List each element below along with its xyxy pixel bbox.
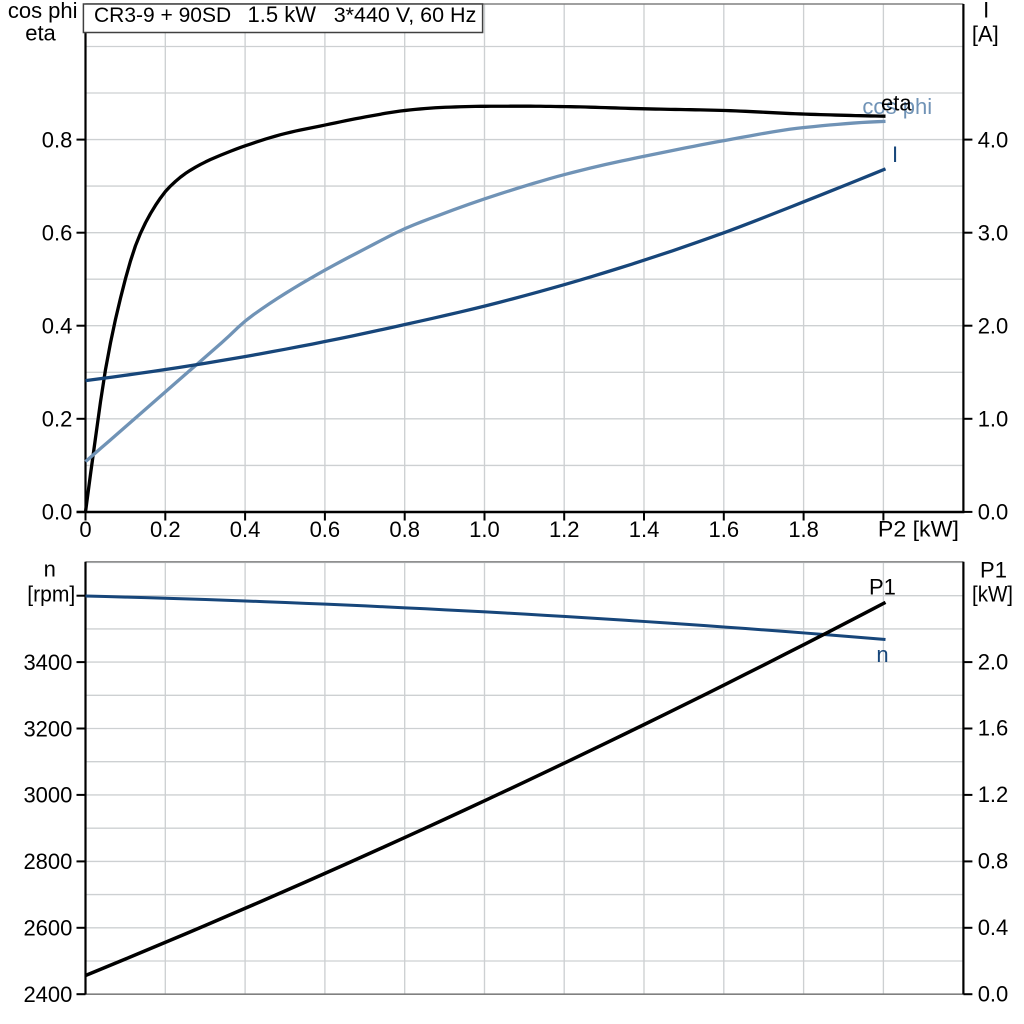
svg-text:1.4: 1.4 [629,517,660,542]
svg-text:3000: 3000 [23,783,72,808]
svg-text:1.0: 1.0 [978,407,1009,432]
svg-text:4.0: 4.0 [978,127,1009,152]
svg-text:3400: 3400 [23,650,72,675]
svg-text:P1: P1 [869,575,896,600]
svg-text:[A]: [A] [972,21,999,46]
svg-text:3.0: 3.0 [978,220,1009,245]
svg-text:1.5 kW: 1.5 kW [248,2,317,27]
svg-text:1.2: 1.2 [549,517,580,542]
svg-text:0: 0 [79,517,91,542]
svg-text:0.2: 0.2 [42,407,73,432]
svg-text:3200: 3200 [23,716,72,741]
svg-text:cos phi: cos phi [862,94,932,119]
svg-text:2600: 2600 [23,916,72,941]
svg-text:2.0: 2.0 [978,649,1009,674]
svg-text:I: I [983,0,989,23]
svg-text:0.0: 0.0 [978,500,1009,525]
svg-text:0.6: 0.6 [42,220,73,245]
svg-text:2800: 2800 [23,849,72,874]
svg-text:[rpm]: [rpm] [27,582,75,607]
svg-text:2.0: 2.0 [978,313,1009,338]
svg-text:n: n [44,557,56,582]
svg-text:0.0: 0.0 [978,981,1009,1006]
svg-text:1.6: 1.6 [709,517,740,542]
svg-text:1.2: 1.2 [978,782,1009,807]
svg-text:2400: 2400 [23,982,72,1007]
svg-text:0.4: 0.4 [42,313,73,338]
svg-text:CR3-9 + 90SD: CR3-9 + 90SD [94,4,231,27]
svg-text:I: I [892,142,898,167]
svg-text:3*440 V, 60 Hz: 3*440 V, 60 Hz [334,3,477,27]
svg-text:P1: P1 [980,558,1007,583]
svg-text:0.8: 0.8 [42,127,73,152]
svg-text:0.2: 0.2 [150,517,181,542]
svg-text:0.6: 0.6 [310,517,341,542]
svg-text:eta: eta [25,21,56,46]
svg-text:[kW]: [kW] [972,582,1013,607]
svg-text:0.4: 0.4 [978,915,1009,940]
svg-text:1.6: 1.6 [978,716,1009,741]
svg-text:0.4: 0.4 [230,517,261,542]
svg-text:eta: eta [881,90,912,115]
svg-text:n: n [876,642,888,667]
svg-text:cos phi: cos phi [8,0,78,23]
svg-text:0.0: 0.0 [42,500,73,525]
svg-text:1.8: 1.8 [788,517,819,542]
svg-text:P2 [kW]: P2 [kW] [878,517,959,542]
svg-text:0.8: 0.8 [978,849,1009,874]
svg-text:1.0: 1.0 [469,517,500,542]
svg-text:0.8: 0.8 [389,517,420,542]
